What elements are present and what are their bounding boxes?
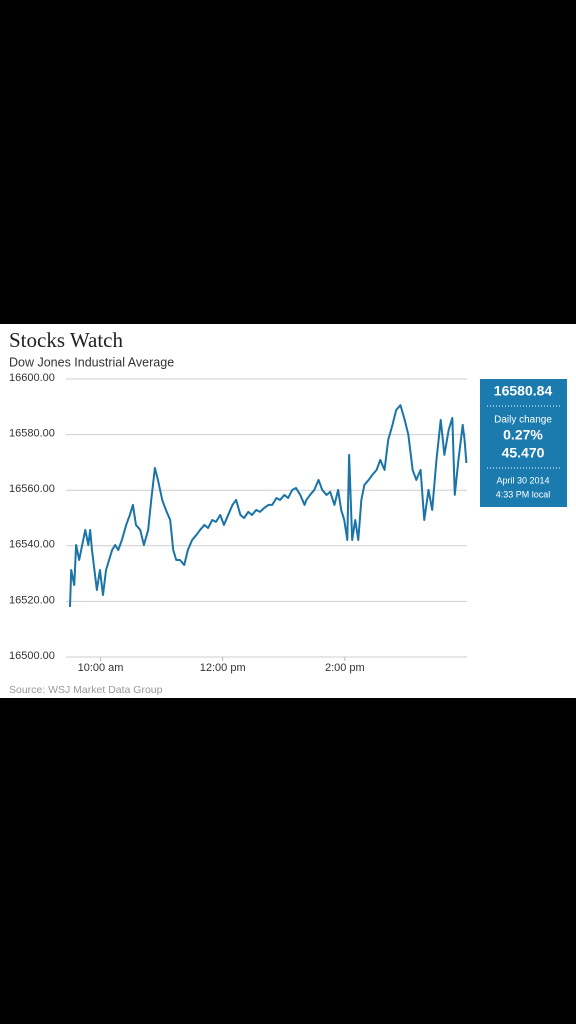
y-tick-label: 16580.00 (9, 428, 55, 440)
y-tick-label: 16540.00 (9, 539, 55, 551)
x-tick-label: 12:00 pm (200, 662, 246, 674)
plot: 16500.00 16520.00 16540.00 16560.00 16580.00… (9, 372, 468, 674)
x-tick-label: 10:00 am (78, 662, 124, 674)
time-label: 4:33 PM local (496, 489, 551, 499)
info-background (480, 379, 567, 507)
change-value: 45.470 (502, 445, 545, 461)
x-tick-label: 2:00 pm (325, 662, 365, 674)
chart-subtitle: Dow Jones Industrial Average (9, 355, 174, 369)
chart-title: Stocks Watch (9, 328, 123, 352)
info-box: 16580.84 Daily change 0.27% 45.470 April… (480, 379, 567, 507)
y-tick-label: 16500.00 (9, 650, 55, 662)
source-note: Source: WSJ Market Data Group (9, 684, 163, 696)
y-tick-label: 16520.00 (9, 594, 55, 606)
date-label: April 30 2014 (496, 475, 549, 485)
change-label: Daily change (494, 415, 552, 426)
y-tick-label: 16600.00 (9, 372, 55, 384)
y-tick-label: 16560.00 (9, 483, 55, 495)
price-line (69, 404, 468, 607)
last-value: 16580.84 (494, 383, 553, 399)
change-percent: 0.27% (503, 427, 543, 443)
